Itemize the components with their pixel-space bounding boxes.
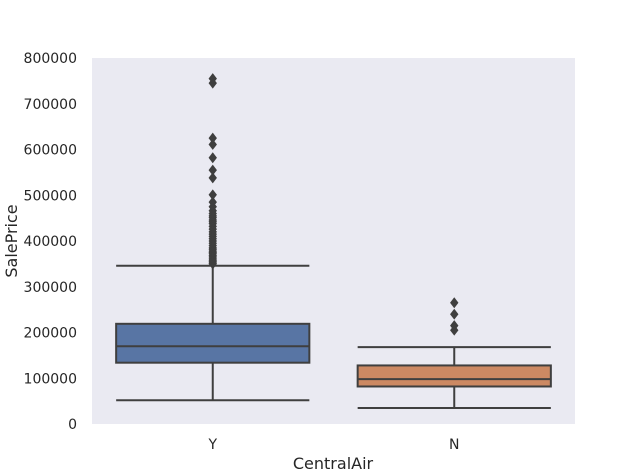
x-tick-label: Y bbox=[207, 437, 217, 453]
x-axis-label: CentralAir bbox=[293, 454, 374, 473]
y-tick-label: 500000 bbox=[24, 188, 77, 204]
box-group bbox=[356, 297, 552, 410]
y-tick-label: 800000 bbox=[24, 51, 77, 67]
outlier-point bbox=[450, 297, 459, 309]
x-tick-label: N bbox=[449, 437, 459, 453]
y-tick-label: 600000 bbox=[24, 143, 77, 159]
box-group bbox=[115, 73, 311, 402]
boxes-layer bbox=[115, 73, 552, 410]
y-tick-label: 700000 bbox=[24, 97, 77, 113]
y-tick-labels: 0 100000 200000 300000 400000 500000 600000 700… bbox=[24, 51, 77, 433]
y-axis-label: SalePrice bbox=[2, 204, 21, 277]
y-tick-label: 0 bbox=[68, 417, 77, 433]
outlier-point bbox=[208, 189, 217, 201]
y-tick-label: 300000 bbox=[24, 280, 77, 296]
outlier-point bbox=[208, 73, 217, 85]
outlier-point bbox=[208, 164, 217, 176]
outlier-point bbox=[208, 132, 217, 144]
outlier-point bbox=[208, 152, 217, 164]
y-tick-label: 200000 bbox=[24, 326, 77, 342]
outlier-point bbox=[208, 172, 217, 184]
iqr-box bbox=[115, 322, 311, 364]
outlier-point bbox=[208, 196, 217, 208]
y-tick-label: 100000 bbox=[24, 371, 77, 387]
outlier-point bbox=[450, 320, 459, 332]
outlier-point bbox=[450, 308, 459, 320]
outlier-point bbox=[208, 139, 217, 150]
y-tick-label: 400000 bbox=[24, 234, 77, 250]
iqr-box bbox=[356, 364, 552, 388]
